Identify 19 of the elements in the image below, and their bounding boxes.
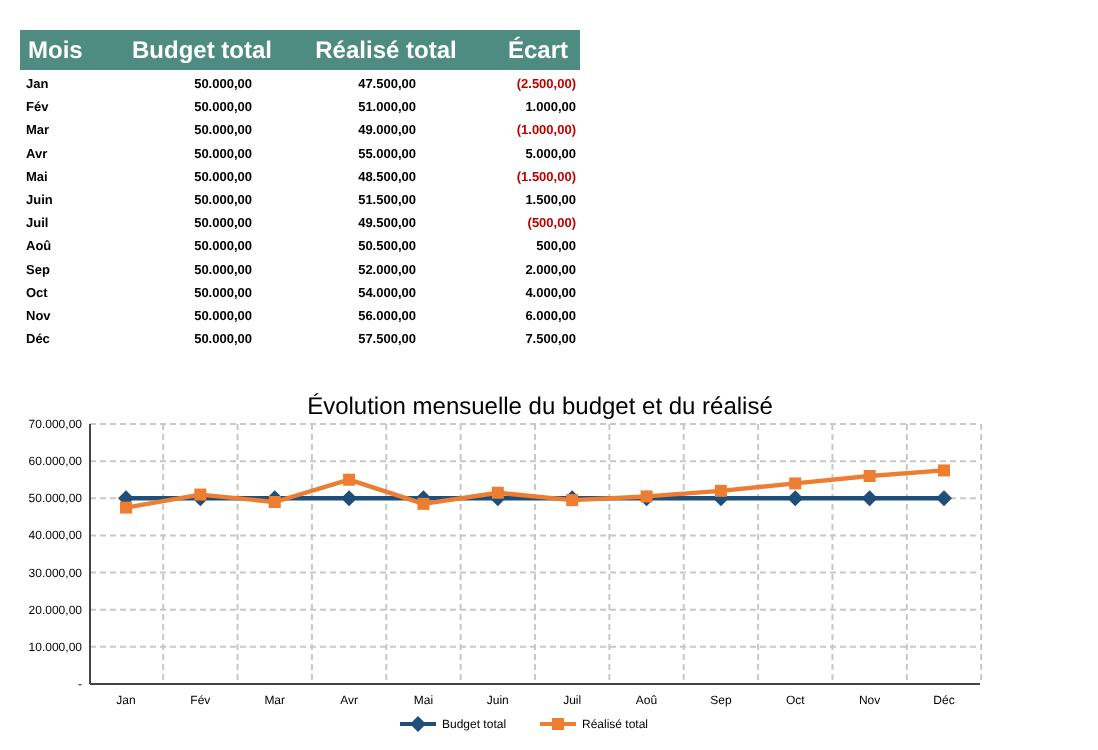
- point: [491, 486, 504, 499]
- point: [268, 496, 281, 508]
- point: [714, 484, 727, 497]
- point: [787, 490, 804, 507]
- point: [863, 470, 876, 482]
- point: [861, 490, 878, 507]
- text: Budget total: [132, 36, 272, 64]
- text: Écart: [507, 36, 569, 64]
- point: [194, 488, 207, 501]
- point: [789, 477, 802, 490]
- point: [936, 490, 952, 507]
- text: Mois: [28, 36, 84, 64]
- text: Réalisé total: [315, 36, 457, 64]
- point: [120, 501, 132, 514]
- point: [343, 473, 356, 486]
- chart-title: Évolution mensuelle du budget et du réalisé: [307, 392, 774, 420]
- point: [417, 497, 430, 510]
- point: [341, 490, 358, 507]
- point: [938, 464, 950, 477]
